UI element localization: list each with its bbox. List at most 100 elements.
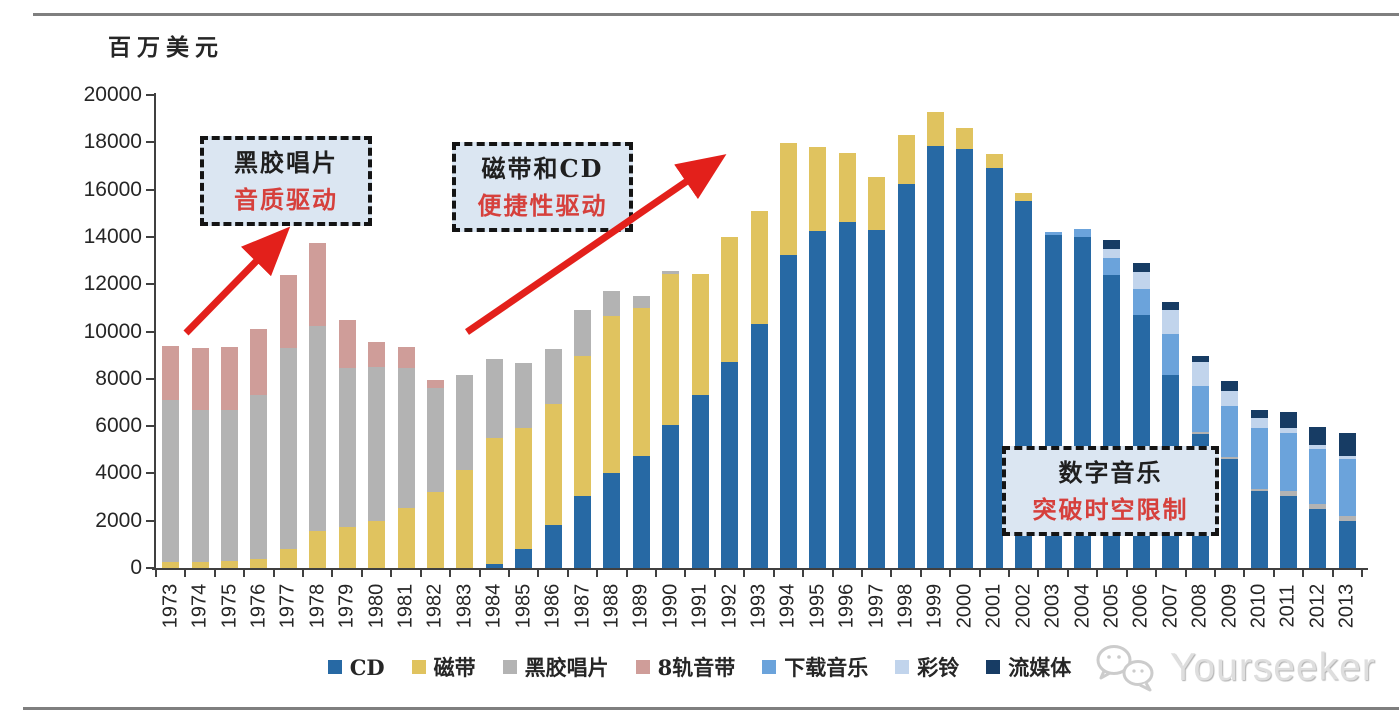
- bar-segment-1978: [309, 242, 327, 326]
- bar-segment-1996: [838, 152, 856, 222]
- x-axis-label: 2009: [1218, 583, 1241, 629]
- bar-segment-1976: [250, 329, 268, 396]
- x-tick: [184, 569, 187, 577]
- x-tick: [625, 569, 628, 577]
- legend-item: 下载音乐: [762, 652, 868, 682]
- bar-segment-2007: [1162, 310, 1180, 334]
- bar-segment-1987: [574, 495, 591, 568]
- bar-segment-1974: [191, 348, 209, 410]
- bar-segment-2010: [1250, 491, 1268, 568]
- x-axis-label: 1976: [247, 583, 270, 629]
- y-tick: [146, 567, 155, 569]
- x-axis-label: 1995: [806, 583, 829, 629]
- x-axis-label: 1996: [835, 583, 858, 629]
- bar-segment-2005: [1103, 258, 1121, 275]
- legend-label: 彩铃: [917, 655, 960, 680]
- x-axis-label: 2013: [1335, 583, 1358, 629]
- x-tick: [360, 569, 363, 577]
- x-axis-label: 1994: [776, 583, 799, 629]
- bar-segment-1979: [338, 319, 356, 369]
- bar-segment-1989: [632, 307, 650, 456]
- legend-label: 8轨音带: [657, 655, 736, 680]
- chart-legend: CD 磁带 黑胶唱片 8轨音带 下载音乐 彩铃 流媒体: [0, 652, 1399, 682]
- bar-segment-1992: [721, 236, 739, 363]
- x-tick: [1066, 569, 1069, 577]
- y-tick: [146, 425, 155, 428]
- x-axis-label: 1983: [453, 583, 476, 629]
- bar-segment-1988: [603, 291, 621, 317]
- x-tick: [331, 569, 334, 577]
- bar-segment-2004: [1074, 228, 1092, 237]
- bar-segment-1984: [485, 437, 503, 565]
- x-tick: [1008, 569, 1011, 577]
- x-tick: [1184, 569, 1187, 577]
- bar-segment-2011: [1279, 491, 1297, 496]
- x-tick: [1361, 569, 1363, 577]
- bar-segment-2009: [1221, 390, 1239, 406]
- x-tick: [155, 569, 157, 577]
- legend-item: 彩铃: [895, 652, 959, 682]
- bar-segment-1987: [574, 310, 591, 357]
- x-tick: [243, 569, 246, 577]
- bar-segment-2006: [1132, 288, 1150, 315]
- x-tick: [1331, 569, 1334, 577]
- x-axis-label: 2006: [1129, 583, 1152, 629]
- bar-segment-1982: [426, 379, 444, 389]
- bar-segment-1991: [691, 273, 709, 396]
- bar-segment-1993: [750, 210, 768, 325]
- x-axis-label: 2003: [1041, 583, 1064, 629]
- x-axis-label: 1981: [394, 583, 417, 629]
- y-tick-label: 10000: [83, 319, 142, 343]
- bar-segment-2008: [1191, 356, 1209, 363]
- x-tick: [566, 569, 569, 577]
- bar-segment-1995: [809, 230, 827, 568]
- bar-segment-2011: [1279, 433, 1297, 492]
- wechat-icon: [1096, 645, 1154, 692]
- bar-segment-2008: [1191, 432, 1209, 435]
- legend-label: 黑胶唱片: [524, 655, 609, 680]
- x-axis-label: 1999: [923, 583, 946, 629]
- x-tick: [655, 569, 658, 577]
- bar-segment-1989: [632, 455, 650, 568]
- bar-segment-1985: [515, 549, 533, 568]
- legend-swatch: [502, 660, 517, 674]
- bar-segment-1986: [544, 403, 562, 526]
- y-tick: [146, 235, 155, 238]
- x-tick: [272, 569, 275, 577]
- bar-segment-2005: [1103, 248, 1121, 259]
- bar-segment-2007: [1162, 301, 1180, 311]
- x-tick: [302, 569, 305, 577]
- legend-label: 流媒体: [1008, 655, 1072, 680]
- x-tick: [890, 569, 893, 577]
- bar-segment-1985: [515, 363, 533, 429]
- callout-cassette-cd-subtitle: 便捷性驱动: [477, 191, 608, 220]
- y-tick-label: 16000: [83, 177, 142, 201]
- x-axis-label: 1979: [335, 583, 358, 629]
- bar-segment-2003: [1044, 232, 1062, 235]
- x-axis-label: 1992: [718, 583, 741, 629]
- y-tick: [146, 472, 155, 475]
- bar-segment-1986: [544, 525, 562, 568]
- bar-segment-1973: [162, 400, 180, 563]
- bar-segment-2008: [1191, 385, 1209, 432]
- x-tick: [1243, 569, 1246, 577]
- x-axis-label: 1975: [218, 583, 241, 629]
- legend-swatch: [762, 660, 777, 674]
- bar-segment-1999: [926, 111, 944, 146]
- bar-segment-1985: [515, 428, 533, 550]
- x-tick: [1302, 569, 1305, 577]
- bar-segment-2000: [956, 149, 974, 568]
- callout-cassette-cd-title: 磁带和CD: [481, 154, 604, 183]
- legend-label: 磁带: [433, 655, 476, 680]
- x-axis-label: 2000: [953, 583, 976, 629]
- x-axis-label: 2008: [1188, 583, 1211, 629]
- callout-digital-subtitle: 突破时空限制: [1032, 495, 1189, 524]
- x-tick: [860, 569, 863, 577]
- x-tick: [1213, 569, 1216, 577]
- x-tick: [449, 569, 452, 577]
- x-tick: [596, 569, 599, 577]
- bar-segment-1981: [397, 507, 415, 568]
- y-tick-label: 14000: [83, 224, 142, 248]
- bar-segment-2001: [985, 154, 1003, 169]
